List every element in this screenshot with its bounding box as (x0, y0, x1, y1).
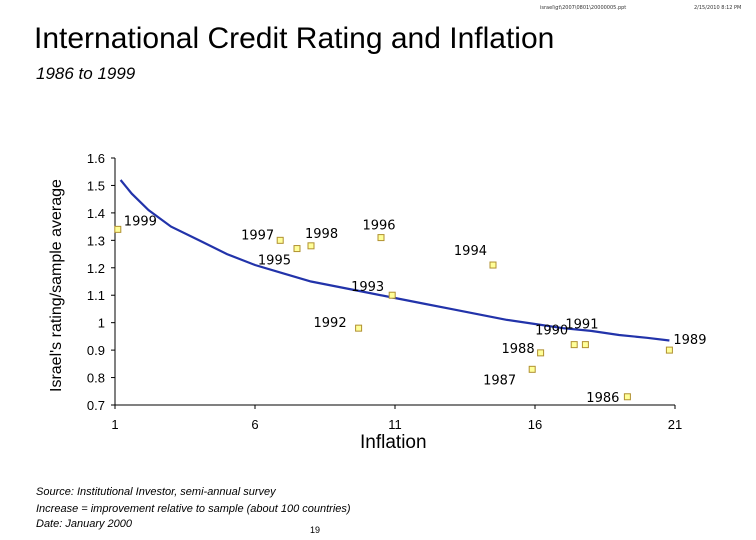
data-point-label: 1995 (258, 254, 291, 269)
y-tick-label: 1.6 (87, 151, 105, 166)
data-point-label: 1998 (305, 227, 338, 242)
data-point (528, 365, 536, 373)
data-point-label: 1988 (502, 342, 535, 357)
page-number: 19 (310, 525, 321, 535)
y-tick-label: 1.5 (87, 178, 105, 193)
y-tick-label: 1 (98, 316, 105, 331)
data-point-label: 1990 (535, 324, 568, 339)
data-point-label: 1999 (124, 214, 157, 229)
date-note: Date: January 2000 (36, 518, 133, 530)
data-point-label: 1987 (483, 373, 516, 388)
data-point (581, 341, 589, 349)
x-tick-label: 16 (528, 417, 542, 432)
x-tick-label: 21 (668, 417, 682, 432)
data-point (665, 346, 673, 354)
data-point-label: 1993 (351, 280, 384, 295)
data-point-label: 1996 (362, 219, 395, 234)
data-point-label: 1991 (565, 318, 598, 333)
data-point-label: 1989 (673, 333, 706, 348)
data-point (623, 393, 631, 401)
data-point (276, 236, 284, 244)
data-point-label: 1986 (586, 391, 619, 406)
y-tick-label: 1.2 (87, 261, 105, 276)
chart-title: International Credit Rating and Inflatio… (34, 22, 555, 55)
data-point (489, 261, 497, 269)
x-tick-label: 11 (388, 417, 402, 432)
source-note: Source: Institutional Investor, semi-ann… (36, 486, 276, 498)
y-tick-label: 1.3 (87, 233, 105, 248)
y-tick-label: 1.4 (87, 206, 105, 221)
trend-curve (119, 179, 670, 342)
y-tick-label: 1.1 (87, 288, 105, 303)
x-tick-label: 6 (251, 417, 258, 432)
y-tick-label: 0.7 (87, 398, 105, 413)
y-tick-label: 0.8 (87, 371, 105, 386)
data-point (388, 291, 396, 299)
data-point (307, 242, 315, 250)
x-tick-label: 1 (111, 417, 118, 432)
data-point (114, 225, 122, 233)
date-header: 2/15/2010 8:12 PM (694, 5, 742, 11)
data-point-label: 1992 (314, 316, 347, 331)
increase-note: Increase = improvement relative to sampl… (36, 503, 351, 515)
data-point-label: 1994 (454, 244, 487, 259)
data-point (377, 234, 385, 242)
data-point (355, 324, 363, 332)
chart-subtitle: 1986 to 1999 (36, 64, 136, 83)
data-point (570, 341, 578, 349)
data-point-label: 1997 (241, 228, 274, 243)
data-point (537, 349, 545, 357)
data-point (293, 245, 301, 253)
file-path-header: israel\gt\2007\0801\20000005.ppt (540, 5, 627, 11)
y-tick-label: 0.9 (87, 343, 105, 358)
x-axis-label: Inflation (360, 432, 427, 453)
